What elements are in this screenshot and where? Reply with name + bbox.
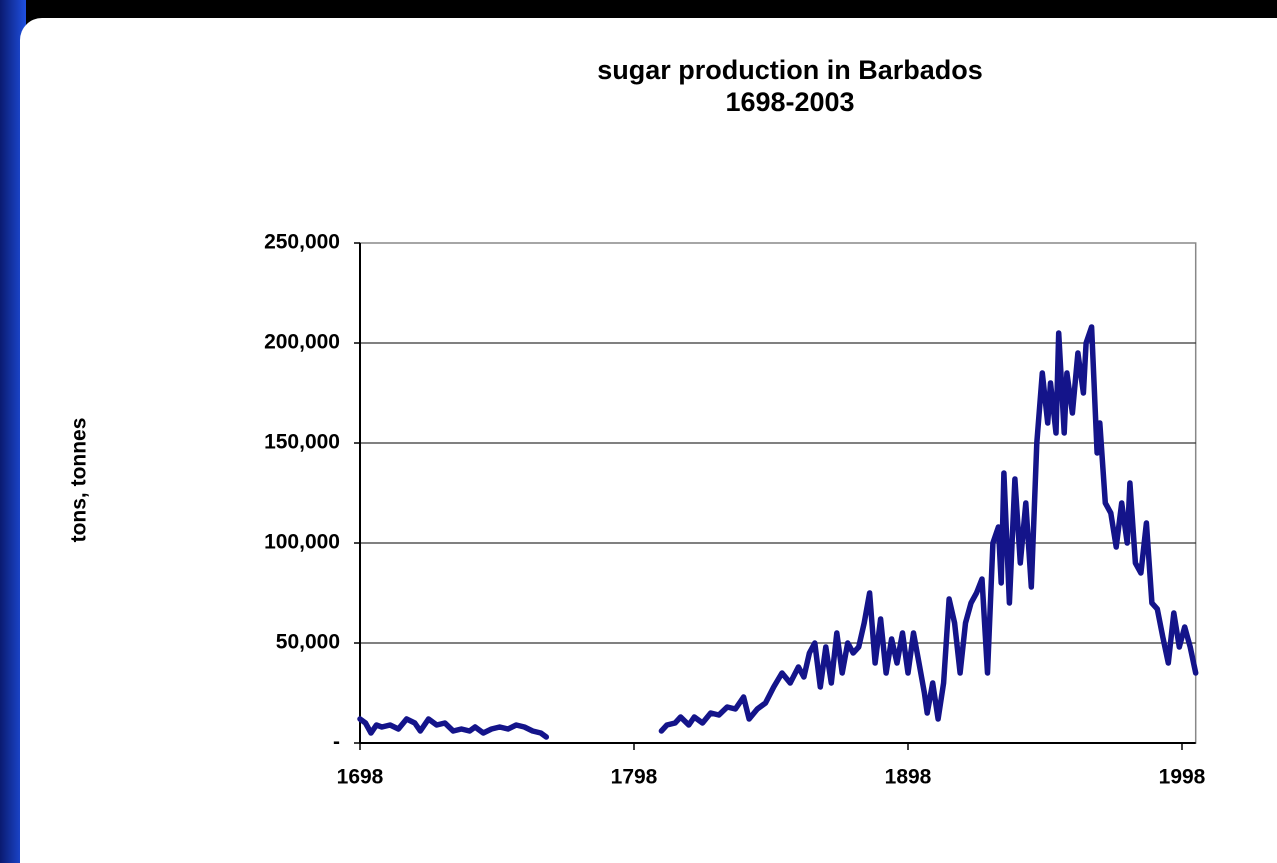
- y-tick-label: 50,000: [276, 631, 340, 654]
- y-tick-label: 150,000: [264, 431, 340, 454]
- y-axis-label: tons, tonnes: [68, 418, 91, 543]
- chart-title: sugar production in Barbados: [597, 55, 983, 85]
- chart-subtitle: 1698-2003: [725, 87, 854, 117]
- slide-panel: [20, 18, 1277, 863]
- data-line: [658, 324, 1199, 734]
- y-tick-label: 200,000: [264, 331, 340, 354]
- x-tick-label: 1698: [337, 766, 384, 789]
- y-tick-label: -: [333, 731, 340, 754]
- plot-area: [359, 242, 1197, 744]
- y-tick-label: 250,000: [264, 231, 340, 254]
- x-tick-label: 1798: [611, 766, 658, 789]
- data-line: [357, 716, 550, 740]
- x-tick-label: 1898: [885, 766, 932, 789]
- x-tick-label: 1998: [1159, 766, 1206, 789]
- y-tick-label: 100,000: [264, 531, 340, 554]
